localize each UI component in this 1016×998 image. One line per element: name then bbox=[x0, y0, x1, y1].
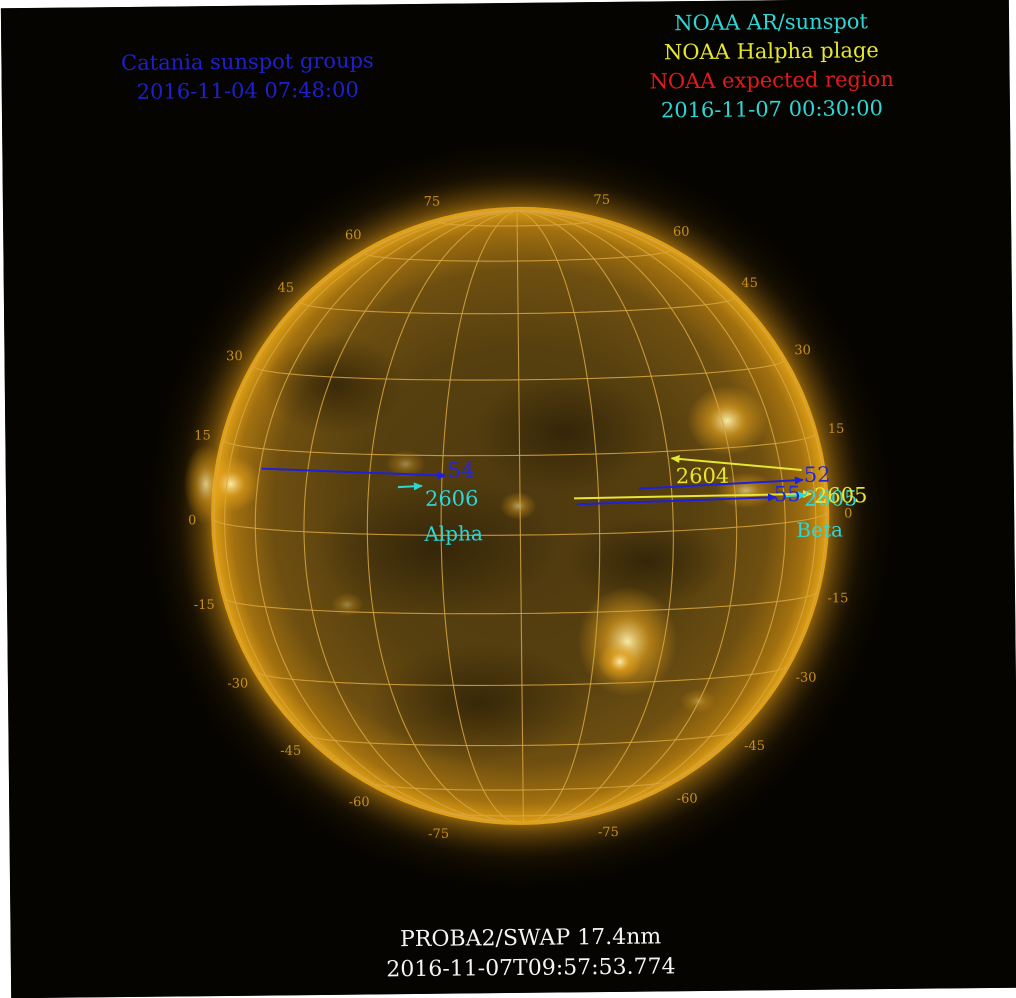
latitude-tick-label: 75 bbox=[424, 195, 441, 210]
grid-latitude-labels: 75 75 60 60 45 45 30 30 15 15 0 0 -15 -15 -30 -30 -45 -45… bbox=[188, 193, 852, 842]
catania-legend-title: Catania sunspot groups bbox=[120, 48, 374, 76]
latitude-tick-label: -30 bbox=[227, 676, 248, 691]
latitude-tick-label: -45 bbox=[744, 739, 765, 754]
catania-region-54: 54 bbox=[447, 458, 475, 483]
latitude-tick-label: -75 bbox=[598, 825, 619, 840]
latitude-tick-label: 45 bbox=[741, 276, 758, 291]
latitude-tick-label: 0 bbox=[844, 506, 852, 521]
catania-54-arrow bbox=[261, 467, 447, 480]
longitude-line bbox=[303, 209, 518, 823]
observation-timestamp: 2016-11-07T09:57:53.774 bbox=[386, 954, 676, 983]
noaa-region-2606: 2606 bbox=[424, 486, 479, 511]
catania-55-arrow bbox=[577, 493, 778, 506]
longitude-line bbox=[224, 209, 518, 819]
noaa-legend-datetime: 2016-11-07 00:30:00 bbox=[660, 96, 884, 123]
noaa-legend-plage: NOAA Halpha plage bbox=[663, 38, 879, 65]
latitude-tick-label: 30 bbox=[226, 349, 243, 364]
plage-2604-arrow bbox=[670, 455, 802, 471]
latitude-tick-label: 75 bbox=[593, 193, 610, 208]
noaa-2606-arrow bbox=[397, 482, 423, 491]
latitude-tick-label: -60 bbox=[677, 792, 698, 807]
catania-legend-datetime: 2016-11-04 07:48:00 bbox=[136, 77, 359, 104]
limb-brightening-west bbox=[183, 444, 228, 525]
noaa-2605-arrow bbox=[785, 491, 807, 500]
longitude-line bbox=[254, 209, 518, 822]
noaa-legend-ar: NOAA AR/sunspot bbox=[674, 9, 869, 36]
latitude-tick-label: -15 bbox=[827, 591, 848, 606]
longitude-line bbox=[366, 209, 518, 823]
longitude-line bbox=[516, 210, 524, 822]
noaa-legend-expected: NOAA expected region bbox=[649, 66, 894, 94]
latitude-tick-label: 45 bbox=[278, 281, 295, 296]
latitude-tick-label: 60 bbox=[345, 228, 362, 243]
latitude-tick-label: 15 bbox=[828, 422, 845, 437]
catania-legend: Catania sunspot groups 2016-11-04 07:48:… bbox=[107, 46, 388, 107]
plage-region-2604: 2604 bbox=[675, 463, 730, 489]
latitude-tick-label: 60 bbox=[673, 225, 690, 240]
latitude-tick-label: -75 bbox=[428, 827, 449, 842]
latitude-tick-label: 15 bbox=[194, 428, 211, 443]
latitude-tick-label: -60 bbox=[349, 795, 370, 810]
latitude-tick-label: 30 bbox=[794, 343, 811, 358]
noaa-region-2605-class: Beta bbox=[796, 517, 843, 543]
longitude-line bbox=[516, 209, 738, 822]
longitude-line bbox=[516, 209, 674, 823]
catania-region-55: 55 bbox=[773, 481, 801, 507]
latitude-tick-label: -30 bbox=[795, 671, 816, 686]
catania-52-arrow bbox=[638, 476, 804, 490]
latitude-tick-label: -15 bbox=[194, 598, 215, 613]
plage-region-2605: 2605 bbox=[813, 483, 868, 508]
noaa-legend: NOAA AR/sunspot NOAA Halpha plage NOAA e… bbox=[621, 7, 922, 126]
longitude-line bbox=[516, 209, 601, 823]
limb-outline bbox=[213, 209, 827, 823]
longitude-line bbox=[516, 209, 817, 818]
longitude-line bbox=[516, 209, 786, 821]
longitude-line bbox=[440, 209, 518, 823]
instrument-label: PROBA2/SWAP 17.4nm bbox=[399, 924, 662, 953]
latitude-tick-label: -45 bbox=[280, 744, 301, 759]
image-footer: PROBA2/SWAP 17.4nm 2016-11-07T09:57:53.7… bbox=[320, 922, 741, 986]
noaa-region-2606-class: Alpha bbox=[424, 521, 483, 546]
latitude-tick-label: 0 bbox=[188, 513, 196, 528]
heliographic-grid bbox=[213, 209, 827, 823]
